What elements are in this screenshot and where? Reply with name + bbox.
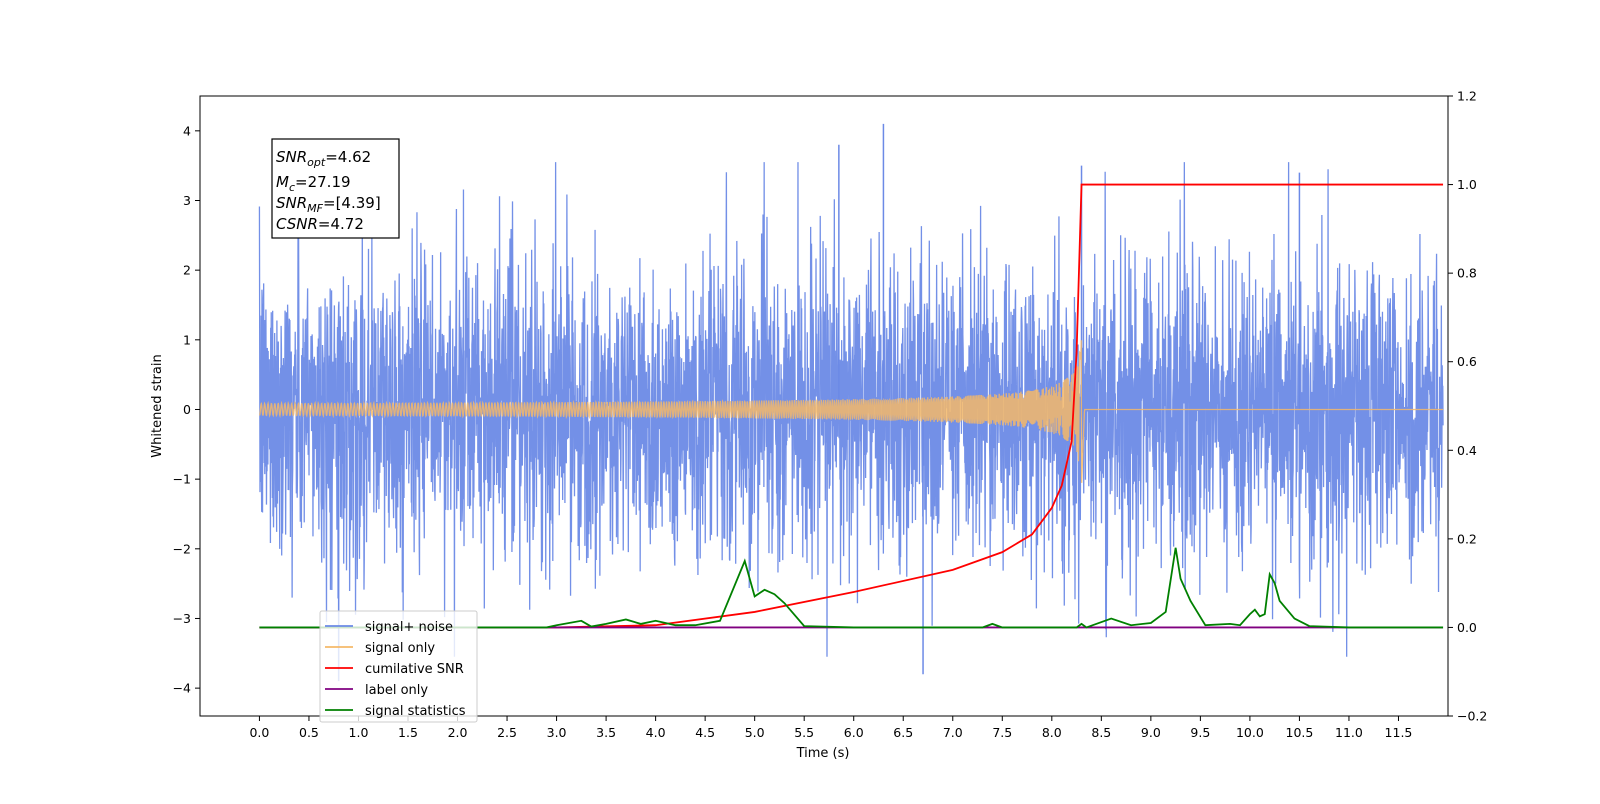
x-tick-label: 1.0 (349, 725, 369, 740)
y-tick-label: 4 (183, 123, 191, 138)
legend-label: signal+ noise (365, 620, 453, 635)
snr-mf-subscript: MF (307, 202, 323, 215)
y-tick-label: 3 (183, 193, 191, 208)
x-tick-label: 5.5 (794, 725, 814, 740)
y2-tick-label: 0.8 (1457, 266, 1477, 281)
x-tick-label: 11.0 (1335, 725, 1363, 740)
series-signal-noise (258, 123, 1444, 682)
snr-opt-symbol: SNR (276, 148, 307, 166)
x-tick-label: 6.0 (844, 725, 864, 740)
annotation-snr-mf: SNRMF=[4.39] (276, 194, 381, 215)
y2-tick-label: 1.0 (1457, 177, 1477, 192)
x-tick-label: 3.5 (596, 725, 616, 740)
y-tick-label: −4 (173, 681, 191, 696)
csnr-symbol: CSNR (276, 215, 318, 233)
snr-mf-symbol: SNR (276, 194, 307, 212)
x-tick-label: 2.5 (497, 725, 517, 740)
legend-label: cumilative SNR (365, 662, 464, 677)
annotation-box: SNRopt=4.62 Mc=27.19 SNRMF=[4.39] CSNR=4… (271, 138, 400, 239)
x-tick-label: 9.0 (1141, 725, 1161, 740)
signal-noise-line (258, 162, 1444, 657)
csnr-value: 4.72 (331, 215, 364, 233)
y2-tick-label: 0.2 (1457, 531, 1477, 546)
mc-symbol: M (276, 173, 289, 191)
snr-opt-value: 4.62 (338, 148, 371, 166)
snr-mf-equals: = (323, 194, 336, 212)
csnr-equals: = (318, 215, 331, 233)
axes: 0.0 0.5 1.0 1.5 2.0 2.5 3.0 3.5 4.0 4.5 5.0 5.5 6.0 6… (173, 89, 1488, 741)
x-tick-label: 5.0 (745, 725, 765, 740)
snr-mf-value: [4.39] (336, 194, 381, 212)
plot-frame (199, 95, 1449, 717)
legend-label: signal only (365, 641, 435, 656)
x-axis-label: Time (s) (796, 746, 850, 761)
y-tick-label: −1 (173, 472, 191, 487)
y2-tick-label: 0.4 (1457, 443, 1477, 458)
x-tick-label: 9.5 (1190, 725, 1210, 740)
x-tick-label: 10.0 (1236, 725, 1264, 740)
x-tick-label: 4.5 (695, 725, 715, 740)
mc-equals: = (295, 173, 308, 191)
annotation-snr-opt: SNRopt=4.62 (276, 148, 371, 169)
x-tick-label: 4.0 (646, 725, 666, 740)
x-tick-label: 0.0 (249, 725, 269, 740)
x-tick-label: 7.0 (943, 725, 963, 740)
y-tick-label: 1 (183, 332, 191, 347)
signal-only-line (258, 340, 1444, 483)
legend: signal+ noise signal only cumilative SNR la… (319, 610, 478, 723)
snr-opt-subscript: opt (307, 156, 326, 169)
series-signal-only (258, 340, 1444, 483)
series-line-cumilative-snr (259, 183, 1444, 629)
x-tick-label: 6.5 (893, 725, 913, 740)
x-tick-label: 0.5 (299, 725, 319, 740)
legend-label: signal statistics (365, 704, 466, 719)
x-tick-label: 8.5 (1091, 725, 1111, 740)
annotation-mc: Mc=27.19 (276, 173, 351, 194)
y-tick-label: 2 (183, 263, 191, 278)
series-line-signal-statistics (259, 547, 1444, 629)
x-tick-label: 3.0 (547, 725, 567, 740)
annotation-frame (271, 138, 400, 239)
legend-frame (319, 610, 478, 723)
legend-label: label only (365, 683, 428, 698)
x-tick-label: 8.0 (1042, 725, 1062, 740)
annotation-csnr: CSNR=4.72 (276, 215, 364, 233)
x-tick-label: 10.5 (1286, 725, 1314, 740)
y2-tick-label: 0.6 (1457, 354, 1477, 369)
x-tick-label: 1.5 (398, 725, 418, 740)
snr-opt-equals: = (325, 148, 338, 166)
plot-area (258, 123, 1444, 682)
y2-tick-label: 0.0 (1457, 620, 1477, 635)
x-tick-label: 11.5 (1385, 725, 1413, 740)
y2-tick-label: −0.2 (1457, 709, 1487, 724)
mc-subscript: c (289, 181, 295, 194)
y-tick-label: −3 (173, 611, 191, 626)
y-tick-label: 0 (183, 402, 191, 417)
mc-value: 27.19 (308, 173, 351, 191)
x-tick-label: 7.5 (992, 725, 1012, 740)
y2-tick-label: 1.2 (1457, 89, 1477, 104)
y-tick-label: −2 (173, 541, 191, 556)
x-tick-label: 2.0 (448, 725, 468, 740)
y-axis-label: Whitened strain (150, 354, 165, 457)
